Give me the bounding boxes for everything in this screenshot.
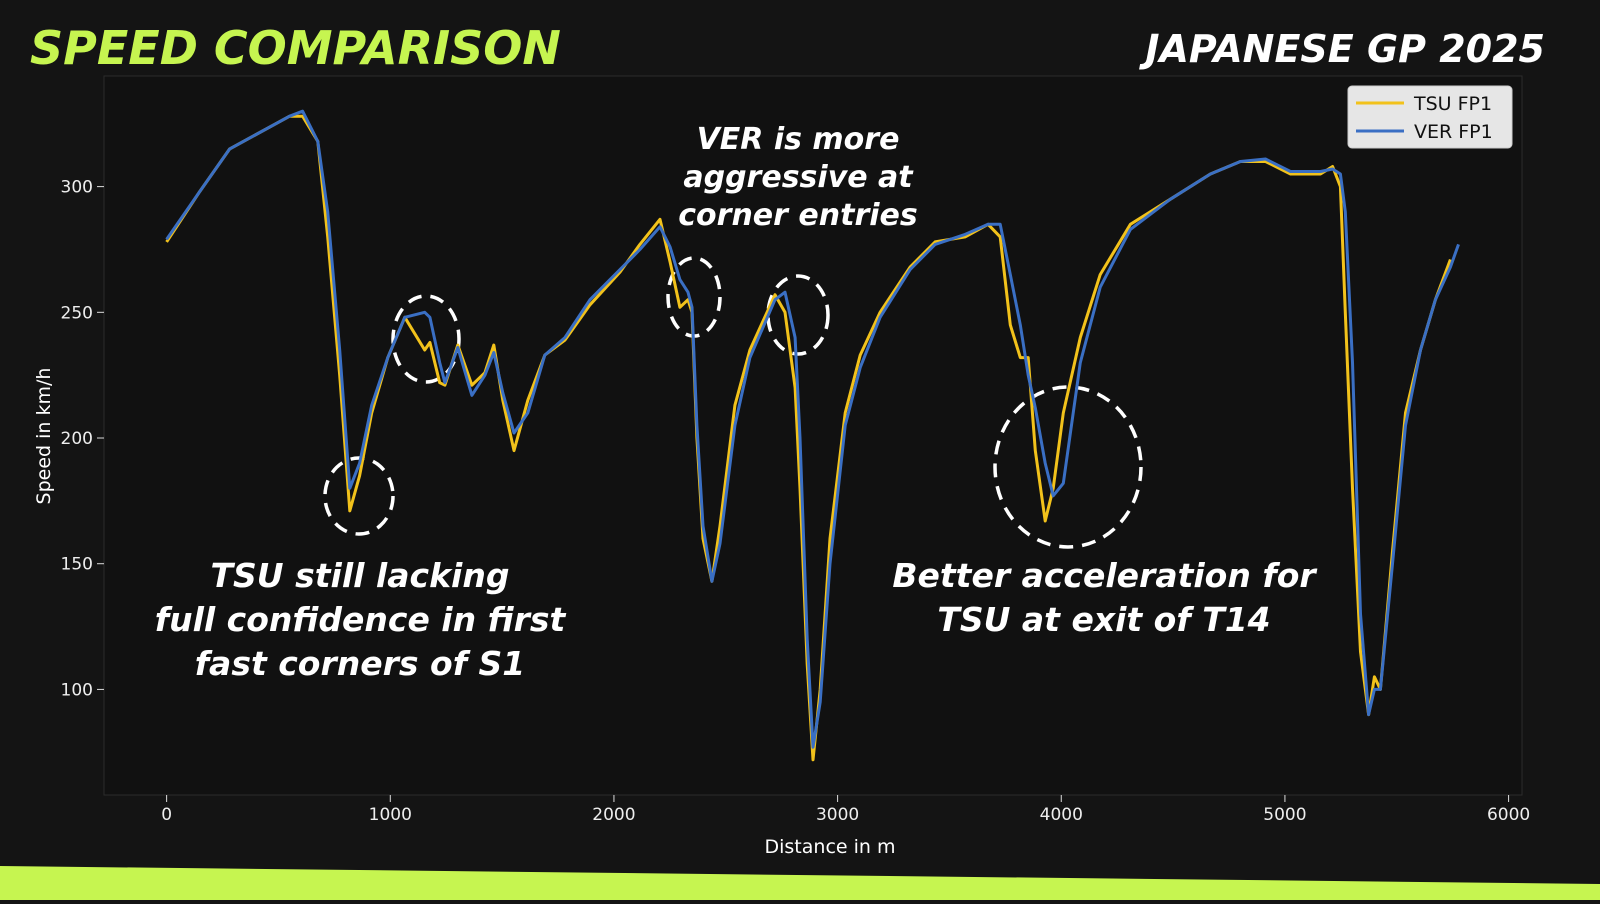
highlight-circle — [993, 385, 1143, 549]
accent-stripe — [0, 866, 1600, 900]
series-line — [165, 109, 1460, 749]
y-axis-label: Speed in km/h — [33, 368, 55, 505]
plot-area — [103, 75, 1523, 796]
y-tick-label: 150 — [61, 555, 93, 575]
x-tick-label: 1000 — [369, 805, 412, 825]
subtitle: JAPANESE GP 2025 — [1138, 27, 1545, 71]
annotation: corner entries — [678, 198, 917, 233]
x-tick-label: 0 — [161, 805, 172, 825]
annotation: TSU at exit of T14 — [937, 600, 1270, 639]
x-tick-label: 2000 — [592, 805, 635, 825]
x-tick-label: 6000 — [1487, 805, 1530, 825]
x-tick-label: 3000 — [816, 805, 859, 825]
annotation: Better acceleration for — [892, 556, 1317, 595]
annotation: full confidence in first — [155, 600, 567, 639]
y-tick-label: 200 — [61, 429, 93, 449]
y-tick-label: 100 — [61, 680, 93, 700]
x-tick-label: 5000 — [1263, 805, 1306, 825]
series-line — [165, 114, 1452, 762]
legend-label: TSU FP1 — [1413, 93, 1492, 115]
annotation: fast corners of S1 — [195, 644, 526, 683]
title: SPEED COMPARISON — [30, 21, 561, 75]
highlight-circle — [766, 274, 830, 356]
y-tick-label: 300 — [61, 178, 93, 198]
annotation: TSU still lacking — [211, 556, 510, 595]
annotation: VER is more — [697, 122, 900, 157]
x-tick-label: 4000 — [1040, 805, 1083, 825]
legend-label: VER FP1 — [1414, 121, 1493, 143]
highlight-circle — [391, 294, 461, 384]
x-axis-label: Distance in m — [765, 836, 896, 858]
highlight-circle — [323, 456, 395, 536]
annotation: aggressive at — [683, 160, 914, 195]
y-tick-label: 250 — [61, 303, 93, 323]
